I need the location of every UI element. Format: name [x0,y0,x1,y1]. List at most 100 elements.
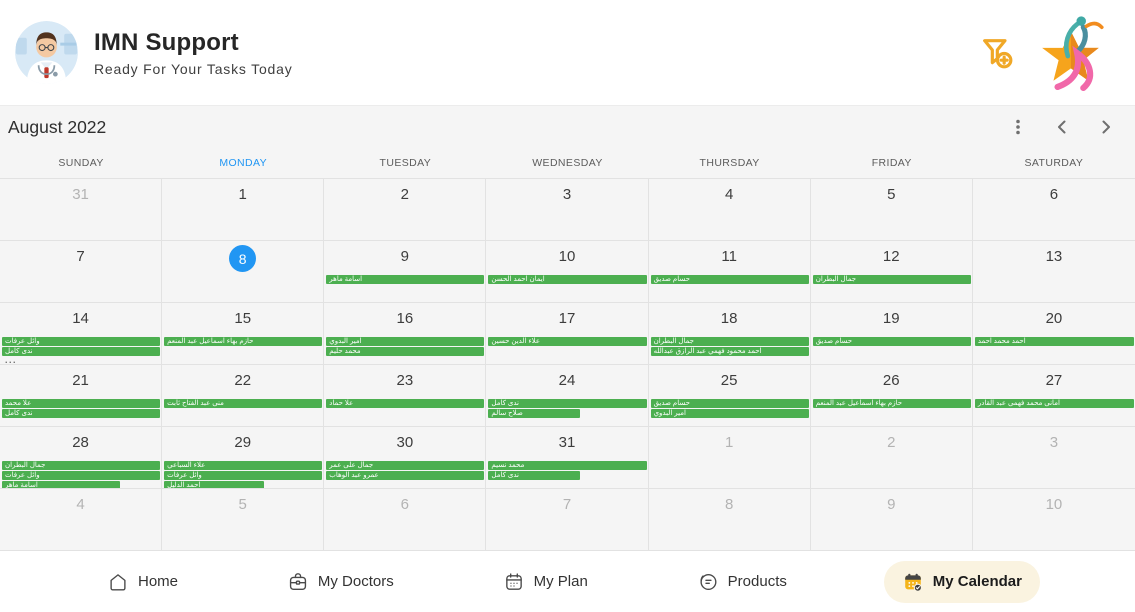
event-bar[interactable]: احمد محمود فهمي عبد الرازق عبدالله [650,347,809,356]
calendar-day-cell[interactable]: 5 [810,179,973,241]
calendar-section: August 2022 SUNDA [0,105,1135,551]
event-bar[interactable]: حازم بهاء اسماعيل عبد المنعم [164,337,323,346]
event-bar[interactable]: ندى كامل [488,471,581,480]
calendar-day-cell[interactable]: 23 علا حماد [324,365,487,427]
day-number: 31 [72,186,89,203]
calendar-day-cell[interactable]: 7 [486,489,649,551]
calendar-day-cell[interactable]: 8 [162,241,325,303]
event-bar[interactable]: امير البدوي [326,337,485,346]
bottom-nav: Home My Doctors My Plan [0,551,1135,612]
doctor-avatar-illustration [15,21,78,84]
calendar-day-cell[interactable]: 27 امانى محمد فهمى عبد القادر [972,365,1135,427]
event-bar[interactable]: اسامة ماهر [326,275,485,284]
event-bar[interactable]: حسام صديق [650,399,809,408]
today-badge: 8 [229,245,257,272]
nav-item-my-calendar[interactable]: My Calendar [883,560,1040,603]
calendar-day-cell[interactable]: 29 علاء السباعي وائل عرفات احمد الدليل [162,427,325,489]
weekday-header-sunday: SUNDAY [58,157,104,169]
calendar-day-cell[interactable]: 3 [972,427,1135,489]
calendar-day-cell[interactable]: 31 [0,179,163,241]
event-bar[interactable]: اسامة ماهر [2,481,120,488]
calendar-day-cell[interactable]: 1 [648,427,811,489]
event-bar[interactable]: وائل عرفات [164,471,323,480]
event-bar[interactable]: جمال على عمر [326,461,485,470]
nav-item-home[interactable]: Home [95,561,190,603]
event-bar[interactable]: علاء السباعي [164,461,323,470]
calendar-day-cell[interactable]: 9 [810,489,973,551]
calendar-day-cell[interactable]: 16 امير البدوي محمد حليم [324,303,487,365]
calendar-day-cell[interactable]: 11 حسام صديق [648,241,811,303]
calendar-day-cell[interactable]: 25 حسام صديق امير البدوي [648,365,811,427]
calendar-day-cell[interactable]: 4 [0,489,163,551]
calendar-day-cell[interactable]: 6 [972,179,1135,241]
event-bar[interactable]: جمال البطران [812,275,971,284]
event-bar[interactable]: امير البدوي [650,409,809,418]
calendar-day-cell[interactable]: 14 وائل عرفات ندى كامل... [0,303,163,365]
weekday-header-saturday: SATURDAY [1024,157,1084,169]
nav-item-my-doctors[interactable]: My Doctors [275,561,406,603]
event-bar[interactable]: جمال البطران [650,337,809,346]
event-bar[interactable]: احمد محمد احمد [974,337,1134,346]
calendar-day-cell[interactable]: 19 حسام صديق [810,303,973,365]
day-number: 1 [238,186,247,203]
event-bar[interactable]: جمال البطران [2,461,161,470]
calendar-menu-button[interactable] [1003,112,1033,142]
event-bar[interactable]: حسام صديق [812,337,971,346]
calendar-day-cell[interactable]: 2 [810,427,973,489]
calendar-day-cell[interactable]: 24 ندى كامل صلاح سالم [486,365,649,427]
calendar-day-cell[interactable]: 17 علاء الدين حسين [486,303,649,365]
event-bar[interactable]: وائل عرفات [2,471,161,480]
calendar-day-cell[interactable]: 3 [486,179,649,241]
event-bar[interactable]: محمد حليم [326,347,485,356]
event-bar[interactable]: ايمان احمد الحسن [488,275,647,284]
day-number: 7 [562,496,572,513]
event-bar[interactable]: احمد الدليل [164,481,265,488]
more-events-indicator[interactable]: ... [5,355,18,365]
day-number: 10 [1045,496,1063,513]
event-bar[interactable]: منى عبد الفتاح ثابت [164,399,323,408]
event-bar[interactable]: وائل عرفات [2,337,161,346]
event-bar[interactable]: علاء الدين حسين [488,337,647,346]
event-bar[interactable]: محمد نسيم [488,461,647,470]
event-bar[interactable]: حسام صديق [650,275,809,284]
nav-item-my-plan[interactable]: My Plan [491,561,600,603]
event-bar[interactable]: علا محمد [2,399,161,408]
nav-item-products[interactable]: Products [685,561,799,603]
calendar-day-cell[interactable]: 10 ايمان احمد الحسن [486,241,649,303]
event-bar[interactable]: علا حماد [326,399,485,408]
event-bar[interactable]: ندى كامل [2,409,161,418]
calendar-day-cell[interactable]: 21 علا محمد ندى كامل [0,365,163,427]
calendar-day-cell[interactable]: 12 جمال البطران [810,241,973,303]
calendar-day-cell[interactable]: 22 منى عبد الفتاح ثابت [162,365,325,427]
day-number: 3 [562,186,572,203]
event-bar[interactable]: ندى كامل [2,347,161,356]
event-bar[interactable]: عمرو عبد الوهاب [326,471,485,480]
event-bar[interactable]: ندى كامل [488,399,647,408]
calendar-day-cell[interactable]: 31 محمد نسيم ندى كامل [486,427,649,489]
calendar-day-cell[interactable]: 6 [324,489,487,551]
doctors-bag-icon [289,572,307,590]
calendar-day-cell[interactable]: 15 حازم بهاء اسماعيل عبد المنعم [162,303,325,365]
event-bar[interactable]: صلاح سالم [488,409,581,418]
calendar-day-cell[interactable]: 13 [972,241,1135,303]
calendar-day-cell[interactable]: 9 اسامة ماهر [324,241,487,303]
event-bar[interactable]: حازم بهاء اسماعيل عبد المنعم [812,399,971,408]
calendar-day-cell[interactable]: 10 [972,489,1135,551]
calendar-day-cell[interactable]: 30 جمال على عمر عمرو عبد الوهاب [324,427,487,489]
calendar-day-cell[interactable]: 7 [0,241,163,303]
calendar-day-cell[interactable]: 20 احمد محمد احمد [972,303,1135,365]
calendar-day-cell[interactable]: 4 [648,179,811,241]
calendar-day-cell[interactable]: 2 [324,179,487,241]
event-bar[interactable]: امانى محمد فهمى عبد القادر [974,399,1134,408]
next-month-button[interactable] [1091,112,1121,142]
filter-add-button[interactable] [975,31,1019,75]
calendar-day-cell[interactable]: 18 جمال البطران احمد محمود فهمي عبد الرازق… [648,303,811,365]
calendar-day-cell[interactable]: 28 جمال البطران وائل عرفات اسامة ماهر [0,427,163,489]
avatar[interactable] [15,21,78,84]
calendar-day-cell[interactable]: 8 [648,489,811,551]
prev-month-button[interactable] [1047,112,1077,142]
calendar-day-cell[interactable]: 1 [162,179,325,241]
calendar-day-cell[interactable]: 26 حازم بهاء اسماعيل عبد المنعم [810,365,973,427]
calendar-day-cell[interactable]: 5 [162,489,325,551]
day-number: 1 [724,434,734,451]
